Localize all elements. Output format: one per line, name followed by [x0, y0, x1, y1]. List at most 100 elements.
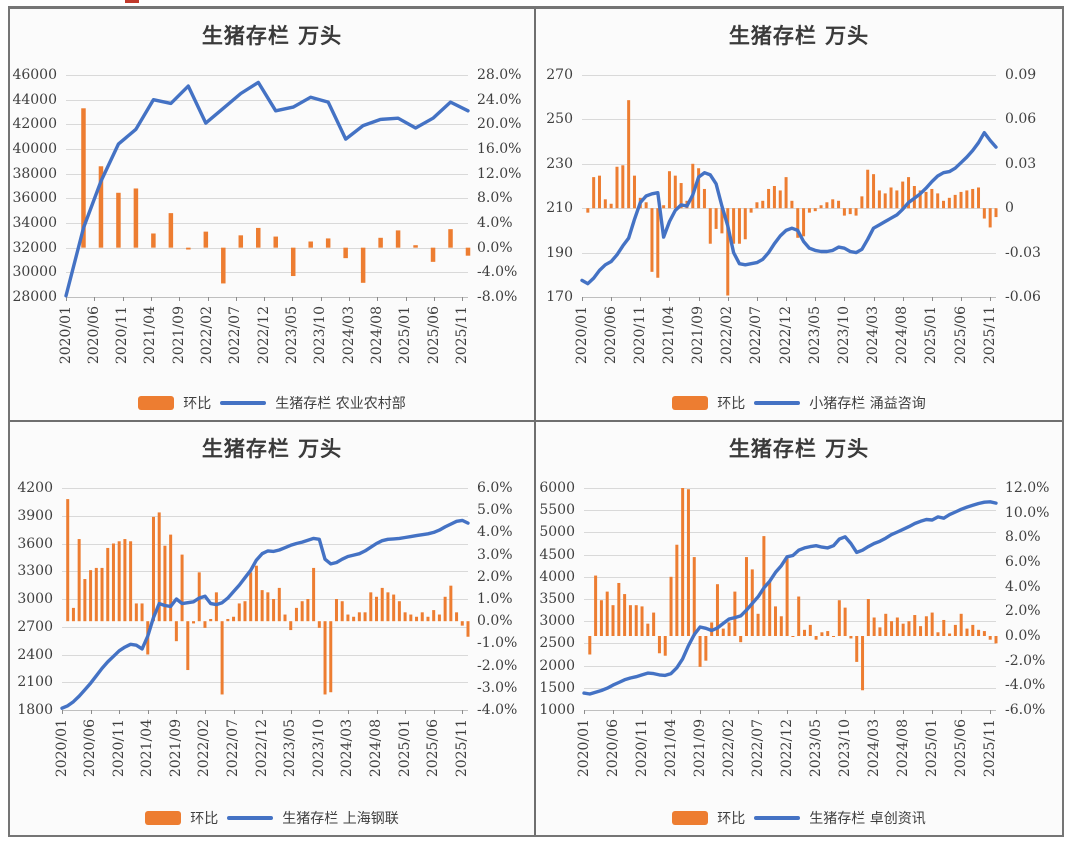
mom-change-bar: [756, 613, 760, 636]
mom-change-bar: [644, 202, 648, 209]
mom-change-bar: [901, 623, 905, 636]
mom-change-bar: [901, 181, 905, 209]
left-axis-tick-label: 3300: [17, 563, 53, 580]
x-axis-tick-label: 2021/04: [139, 719, 156, 778]
mom-change-bar: [617, 582, 621, 636]
x-axis-tick-label: 2020/06: [85, 306, 102, 365]
right-axis-tick-label: 0.09: [1005, 67, 1037, 83]
mom-change-bar: [192, 621, 196, 624]
mom-change-bar: [111, 543, 115, 622]
mom-change-bar: [704, 636, 708, 661]
right-axis-tick-label: -8.0%: [477, 289, 518, 305]
right-axis-tick-label: 8.0%: [477, 190, 513, 207]
x-axis-tick-label: 2025/01: [397, 306, 414, 365]
chart-legend: 环比 生猪存栏 农业农村部: [10, 393, 534, 413]
x-axis-tick-label: 2021/04: [142, 306, 159, 365]
right-axis-tick-label: -4.0%: [477, 264, 518, 281]
mom-change-bar: [721, 628, 725, 636]
chart-plot-area: 6000 5500 5000 4500 4000 3500 3000 2500 2000 1500…: [536, 468, 1062, 804]
x-axis-tick-label: 2022/12: [778, 719, 795, 778]
mom-change-bar: [325, 238, 331, 248]
mom-change-bar: [448, 229, 453, 248]
left-axis-tick-label: 28000: [12, 289, 57, 305]
x-axis-tick-label: 2020/01: [57, 306, 74, 365]
mom-change-bar: [889, 187, 893, 209]
left-axis-tick-label: 250: [546, 111, 573, 128]
mom-change-bar: [918, 190, 922, 209]
mom-change-bar: [386, 592, 390, 622]
mom-change-bar: [697, 168, 701, 209]
mom-change-bar: [588, 636, 592, 655]
mom-change-bar: [656, 208, 660, 278]
mom-change-bar: [203, 621, 207, 628]
mom-change-bar: [826, 631, 830, 636]
mom-change-bar: [994, 208, 998, 218]
inventory-line: [582, 500, 998, 696]
mom-change-bar: [819, 205, 823, 209]
right-axis-tick-label: 28.0%: [477, 67, 522, 83]
x-axis-tick-label: 2021/09: [691, 719, 708, 778]
x-axis-tick-label: 2025/11: [981, 719, 998, 778]
mom-change-bar: [203, 231, 209, 248]
mom-change-bar: [186, 621, 190, 671]
mom-change-bar: [237, 603, 241, 622]
x-axis-tick-label: 2020/11: [114, 306, 131, 365]
right-axis-tick-label: 4.0%: [477, 524, 513, 541]
mom-change-bar: [831, 199, 835, 209]
mom-change-bar: [977, 629, 981, 636]
mom-change-bar: [662, 205, 666, 209]
right-axis-tick-label: -6.0%: [1005, 702, 1046, 718]
legend-bar-label: 环比: [183, 396, 212, 412]
mom-change-bar: [673, 175, 677, 209]
left-axis-tick-label: 5000: [539, 524, 575, 541]
mom-change-bar: [675, 544, 679, 636]
left-axis-tick-label: 2500: [539, 635, 575, 652]
right-axis-tick-label: 2.0%: [477, 568, 513, 585]
mom-change-bar: [632, 175, 636, 209]
right-axis-tick-label: -0.03: [1005, 244, 1041, 261]
mom-change-bar: [814, 636, 818, 640]
x-axis-tick-label: 2020/01: [575, 719, 592, 778]
mom-change-bar: [273, 236, 278, 248]
mom-change-bar: [727, 622, 731, 636]
x-axis-tick-label: 2023/05: [806, 306, 823, 365]
x-axis-tick-label: 2025/01: [396, 719, 413, 778]
mom-change-bar: [994, 636, 998, 644]
mom-change-bar: [895, 617, 899, 636]
mom-change-bar: [959, 191, 963, 209]
mom-change-bar: [785, 558, 789, 636]
mom-change-bar: [714, 208, 718, 229]
left-axis-tick-label: 3600: [17, 535, 53, 552]
mom-change-bar: [772, 186, 776, 209]
legend-bar-label: 环比: [190, 811, 219, 827]
left-axis-tick-label: 4000: [539, 568, 575, 585]
mom-change-bar: [592, 177, 596, 209]
chart-legend: 环比 小猪存栏 涌益咨询: [536, 393, 1062, 413]
mom-change-bar: [924, 191, 928, 209]
mom-change-bar: [860, 196, 864, 209]
mom-change-bar: [260, 590, 264, 622]
x-axis-tick-label: 2022/07: [227, 306, 244, 365]
left-axis-tick-label: 42000: [12, 116, 57, 133]
mom-change-bar: [720, 208, 724, 234]
mom-change-bar: [312, 567, 316, 622]
right-axis-tick-label: 0.0%: [477, 613, 513, 630]
mom-change-bar: [609, 203, 613, 209]
mom-change-bar: [791, 636, 795, 637]
x-axis-tick-label: 2024/03: [340, 306, 357, 365]
left-axis-tick-label: 36000: [12, 190, 57, 207]
mom-change-bar: [317, 621, 321, 628]
mom-change-bar: [432, 610, 436, 622]
mom-change-bar: [83, 579, 87, 622]
mom-change-bar: [779, 616, 783, 636]
left-axis-tick-label: 6000: [539, 480, 575, 496]
mom-change-bar: [895, 190, 899, 209]
mom-change-bar: [832, 636, 836, 637]
mom-change-bar: [214, 592, 218, 622]
left-axis-tick-label: 190: [546, 244, 573, 261]
mom-change-bar: [698, 636, 702, 667]
inventory-line: [64, 80, 470, 298]
mom-change-bar: [650, 208, 654, 272]
x-axis-tick-label: 2020/06: [604, 719, 621, 778]
bar-series-swatch: [145, 811, 182, 825]
